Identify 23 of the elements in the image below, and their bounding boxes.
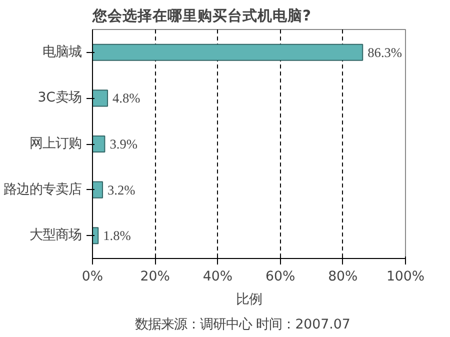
x-tick-label: 80% (328, 270, 358, 284)
x-axis-title: 比例 (236, 292, 262, 308)
x-tick-label: 20% (140, 270, 170, 284)
y-tick-label: 网上订购 (30, 136, 82, 152)
y-tick-label: 大型商场 (30, 228, 82, 244)
bar (92, 181, 104, 198)
bar (92, 44, 364, 61)
data-label: 4.8% (112, 90, 140, 106)
y-tick-label: 3C卖场 (38, 90, 82, 106)
y-tick-label: 路边的专卖店 (4, 181, 82, 198)
data-label: 1.8% (103, 228, 131, 244)
data-label: 86.3% (368, 44, 402, 60)
bar (92, 90, 108, 107)
bar (92, 135, 106, 153)
data-label: 3.2% (108, 182, 136, 198)
y-tick-label: 电脑城 (42, 44, 82, 60)
x-tick-label: 60% (265, 270, 296, 284)
data-label: 3.9% (110, 136, 138, 152)
chart-title: 您会选择在哪里购买台式机电脑? (92, 6, 312, 24)
x-tick-label: 0% (82, 270, 104, 284)
source-note: 数据来源：调研中心 时间：2007.07 (134, 316, 350, 332)
x-tick-label: 40% (202, 270, 233, 284)
x-tick-label: 100% (386, 270, 425, 284)
